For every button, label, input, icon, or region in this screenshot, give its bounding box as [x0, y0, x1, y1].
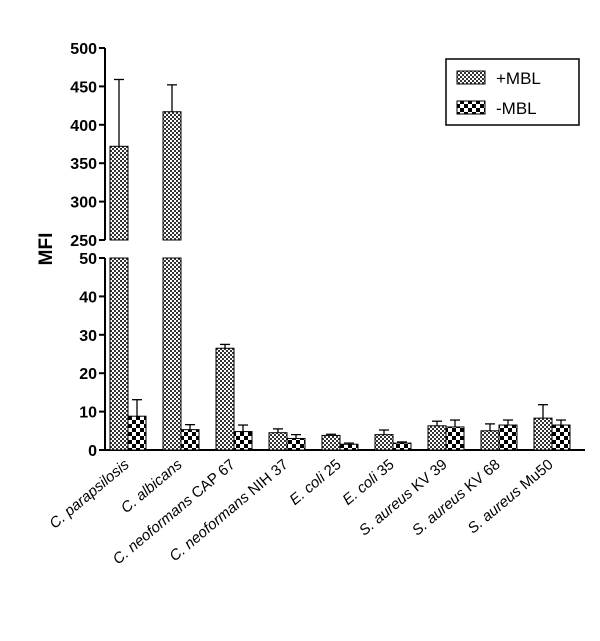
y-tick-label: 400	[70, 118, 97, 135]
bar-group	[551, 419, 571, 451]
bar	[339, 443, 359, 451]
y-tick-label: 40	[79, 289, 97, 306]
y-tick-label: 250	[70, 233, 97, 250]
bar	[533, 417, 553, 451]
bar-group	[339, 442, 359, 451]
bar-group	[268, 428, 288, 451]
y-tick-label: 30	[79, 328, 97, 345]
bar	[427, 425, 447, 451]
bar	[374, 434, 394, 451]
legend-swatch-plus-mbl	[456, 70, 486, 85]
y-tick-label: 300	[70, 195, 97, 212]
bar	[268, 432, 288, 451]
bar	[321, 434, 341, 451]
x-tick-label: S. aureus KV 39	[356, 456, 451, 539]
bar-group	[233, 424, 253, 451]
bar-group	[533, 404, 553, 451]
bar-lower-part	[109, 257, 129, 451]
bar-group	[392, 441, 412, 451]
bar-group	[321, 433, 341, 451]
y-tick-label: 350	[70, 156, 97, 173]
axis-break	[101, 241, 581, 257]
bar	[551, 424, 571, 451]
bar-group	[180, 424, 200, 451]
bar	[445, 426, 465, 451]
bar	[233, 431, 253, 451]
bar-group	[127, 399, 147, 451]
bar-group	[445, 419, 465, 451]
x-tick-label-strain: KV 68	[458, 456, 503, 498]
bar	[498, 424, 518, 451]
bar-group	[374, 429, 394, 451]
bar	[392, 442, 412, 451]
bar-lower-part	[162, 257, 182, 451]
y-tick-label: 10	[79, 405, 97, 422]
legend-label-minus-mbl: -MBL	[496, 99, 537, 118]
y-tick-label: 20	[79, 366, 97, 383]
y-tick-label: 500	[70, 41, 97, 58]
x-tick-label: C. parapsilosis	[46, 456, 133, 533]
bar	[162, 111, 182, 241]
bar-group	[215, 343, 235, 451]
bar	[480, 430, 500, 451]
x-tick-label-species: C. parapsilosis	[46, 456, 133, 533]
y-tick-label: 50	[79, 251, 97, 268]
bar	[109, 145, 129, 241]
legend-swatch-minus-mbl	[456, 100, 486, 115]
x-tick-label-strain: NIH 37	[242, 456, 292, 502]
bar	[180, 429, 200, 451]
x-tick-label: S. aureus KV 68	[409, 456, 504, 539]
x-tick-label-strain: KV 39	[405, 456, 450, 498]
x-tick-label-strain: Mu50	[514, 456, 557, 496]
bar-group	[427, 420, 447, 451]
legend: +MBL -MBL	[445, 58, 580, 126]
bar	[286, 437, 306, 451]
bars	[109, 78, 571, 451]
bar	[215, 347, 235, 451]
axis-break-gap	[101, 241, 581, 257]
legend-label-plus-mbl: +MBL	[496, 69, 541, 88]
bar-group	[480, 423, 500, 451]
bar-group	[498, 419, 518, 451]
y-tick-label: 450	[70, 79, 97, 96]
bar-group	[162, 84, 182, 451]
y-axis-title: MFI	[36, 233, 57, 266]
bar-group	[286, 433, 306, 451]
bar-group	[109, 78, 129, 451]
x-tick-label: E. coli 25	[286, 456, 344, 509]
bar	[127, 415, 147, 451]
y-tick-label: 0	[88, 443, 97, 460]
